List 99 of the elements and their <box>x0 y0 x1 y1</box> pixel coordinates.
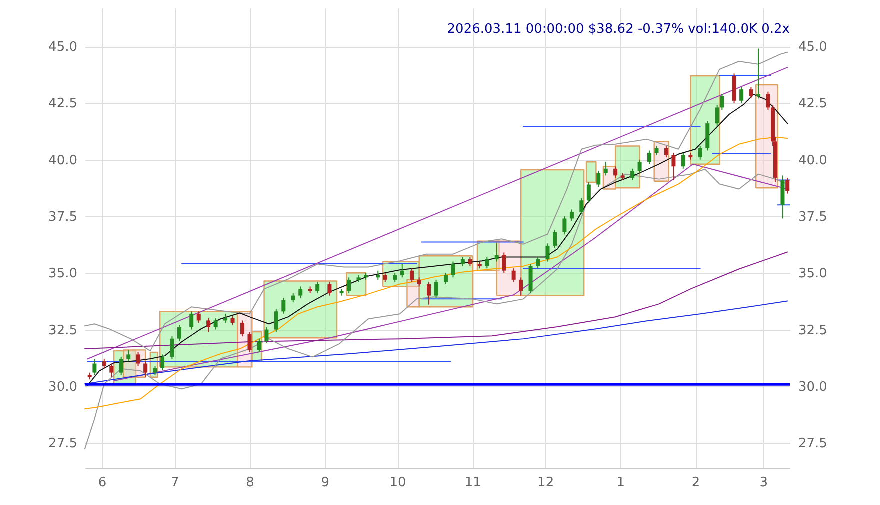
x-tick-label: 11 <box>464 476 482 490</box>
candlestick <box>102 358 106 369</box>
candlestick <box>347 277 352 294</box>
y2-tick-label: 32.5 <box>798 323 828 338</box>
candlestick <box>654 146 659 156</box>
candlestick <box>553 230 557 249</box>
x-tick-label: 12 <box>538 476 554 490</box>
candlestick <box>257 338 262 353</box>
candlestick <box>460 256 465 267</box>
candlestick <box>672 152 676 181</box>
line-series <box>84 136 788 410</box>
y-tick-label: 30.0 <box>48 380 78 395</box>
candlestick <box>536 256 540 270</box>
candlestick <box>638 159 642 174</box>
candlestick <box>512 268 516 283</box>
candlestick <box>144 361 148 378</box>
candlestick <box>444 272 448 285</box>
x-tick-label: 9 <box>321 476 330 490</box>
candlestick <box>214 318 218 330</box>
candlestick <box>427 282 432 306</box>
candlestick <box>715 104 720 126</box>
candlestick <box>190 311 194 330</box>
candlestick <box>451 261 456 278</box>
y2-tick-label: 40.0 <box>798 153 828 168</box>
candlestick <box>298 286 303 299</box>
candlestick <box>400 264 404 278</box>
candlestick <box>786 177 790 194</box>
candlestick <box>274 308 278 333</box>
y-tick-label: 35.0 <box>48 266 78 282</box>
y2-tick-label: 30.0 <box>798 380 828 395</box>
x-tick-label: 8 <box>246 476 254 490</box>
candlestick <box>596 170 601 188</box>
y2-tick-label: 27.5 <box>798 436 828 452</box>
candlestick <box>740 86 744 104</box>
candlestick <box>328 282 332 296</box>
y2-tick-label: 37.5 <box>798 210 828 225</box>
candlestick <box>264 327 269 344</box>
line-series <box>84 252 788 350</box>
candlestick <box>749 86 754 100</box>
candlestick <box>316 282 320 294</box>
candlestick <box>580 198 584 215</box>
x-tick-label: 2 <box>692 476 700 490</box>
x-tick-label: 10 <box>390 476 406 490</box>
candlestick <box>720 94 724 110</box>
candlestick <box>434 279 438 299</box>
y2-tick-label: 42.5 <box>798 96 828 112</box>
x-tick-label: 3 <box>760 476 768 490</box>
candlestick <box>417 277 422 288</box>
candlestick <box>393 272 398 283</box>
candlestick <box>170 336 174 360</box>
y-tick-label: 42.5 <box>48 96 78 112</box>
candlestick <box>196 311 201 324</box>
candlestick <box>562 216 567 236</box>
candlestick <box>502 252 506 274</box>
candlestick <box>664 146 668 158</box>
x-tick-label: 7 <box>171 476 180 490</box>
candlestick <box>136 352 140 367</box>
candlestick <box>206 318 211 333</box>
y-tick-label: 27.5 <box>48 436 78 452</box>
candlestick <box>153 366 158 376</box>
candlestick <box>614 166 618 178</box>
candlestick <box>383 272 388 283</box>
line-series <box>84 168 788 450</box>
candlestick <box>681 152 686 170</box>
y2-tick-label: 35.0 <box>798 266 828 282</box>
candlestick <box>248 332 252 353</box>
y-tick-label: 37.5 <box>48 210 78 225</box>
candlestick <box>119 356 124 376</box>
candlestick <box>92 358 97 376</box>
y-tick-label: 45.0 <box>48 40 78 56</box>
candlestick <box>586 182 591 204</box>
candlestick <box>647 150 652 165</box>
candlestick <box>160 354 165 372</box>
candlestick <box>604 162 608 176</box>
candlestick <box>282 298 286 314</box>
candlestick <box>230 316 235 326</box>
candlestick <box>110 363 114 378</box>
candlestick <box>546 243 550 262</box>
x-tick-label: 6 <box>98 476 107 490</box>
line-series <box>84 300 788 385</box>
x-tick-label: 1 <box>616 476 626 490</box>
candlestick <box>494 243 499 262</box>
candlestick <box>756 48 761 100</box>
candlestick <box>410 268 414 283</box>
candlestick <box>698 146 702 160</box>
y-tick-label: 32.5 <box>48 323 78 338</box>
candlestick <box>630 168 635 181</box>
candlestick <box>570 209 574 222</box>
candlestick <box>766 91 770 110</box>
candlestick <box>468 256 472 267</box>
candlestick <box>485 256 490 270</box>
candlestick <box>126 350 131 362</box>
text: 2026.03.11 00:00:00 $38.62 -0.37% vol:140.0K 0.2x <box>447 22 790 37</box>
candlestick <box>240 320 244 338</box>
candlestick <box>519 277 524 296</box>
candlestick <box>177 324 182 342</box>
y2-tick-label: 45.0 <box>798 40 828 56</box>
y-tick-label: 40.0 <box>48 153 78 168</box>
candlestick <box>291 293 296 304</box>
